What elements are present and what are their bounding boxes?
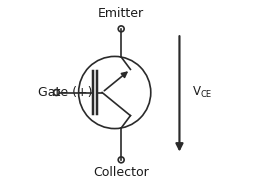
Text: Collector: Collector xyxy=(93,166,149,179)
Text: Gate (+): Gate (+) xyxy=(38,86,92,99)
Text: V$_{\mathregular{CE}}$: V$_{\mathregular{CE}}$ xyxy=(192,85,213,100)
Text: Emitter: Emitter xyxy=(98,7,144,20)
